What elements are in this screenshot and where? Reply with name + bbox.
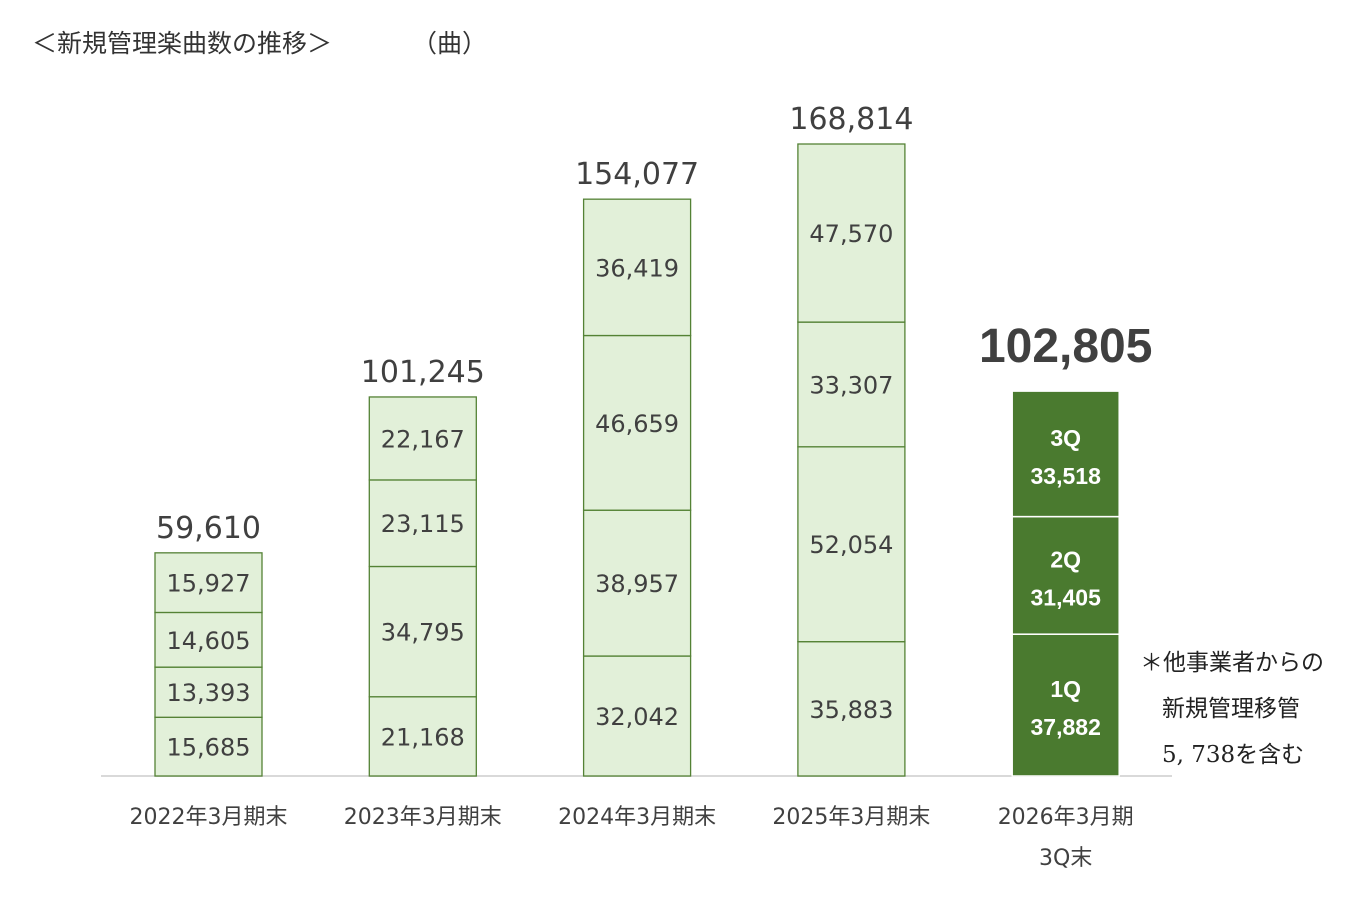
x-tick-label: 3Q末: [1039, 846, 1092, 871]
bar-total-label: 154,077: [575, 157, 699, 192]
bar-total-label: 168,814: [789, 102, 913, 137]
segment-value-label: 14,605: [167, 627, 251, 655]
segment-value-label: 33,518: [1031, 463, 1102, 489]
page-title: ＜新規管理楽曲数の推移＞: [32, 29, 333, 58]
segment-value-label: 37,882: [1031, 714, 1101, 740]
segment-quarter-label: 3Q: [1050, 425, 1081, 451]
x-tick-label: 2022年3月期末: [130, 805, 288, 830]
segment-value-label: 23,115: [381, 510, 465, 538]
bar-segment: [154, 716, 263, 777]
bar-segment: [582, 198, 692, 337]
bar-total-label: 102,805: [979, 320, 1153, 373]
segment-value-label: 52,054: [809, 531, 893, 559]
bar-segment: [368, 565, 477, 698]
bar-segment: [1011, 390, 1120, 518]
segment-value-label: 36,419: [595, 254, 679, 282]
bar-segment: [582, 655, 692, 777]
bar-segment: [368, 479, 477, 568]
bar-segment: [154, 611, 263, 668]
bar-segment: [582, 334, 692, 511]
segment-value-label: 34,795: [381, 619, 465, 647]
segment-value-label: 15,927: [167, 570, 251, 598]
segment-value-label: 15,685: [167, 734, 251, 762]
unit-label: （曲）: [412, 29, 488, 58]
x-tick-label: 2025年3月期末: [772, 805, 930, 830]
bar-total-label: 101,245: [361, 355, 485, 390]
bar-segment: [797, 446, 906, 643]
segment-quarter-label: 2Q: [1050, 546, 1081, 572]
segment-value-label: 35,883: [809, 696, 893, 724]
x-tick-label: 2026年3月期: [998, 805, 1134, 830]
segment-value-label: 31,405: [1031, 584, 1102, 610]
footnote-line-3: 5, 738を含む: [1162, 742, 1305, 768]
x-tick-label: 2023年3月期末: [344, 805, 502, 830]
segment-value-label: 46,659: [595, 410, 679, 438]
segment-value-label: 47,570: [809, 220, 893, 248]
bar-segment: [368, 396, 477, 481]
segment-value-label: 21,168: [381, 723, 465, 751]
bar-segment: [154, 666, 263, 718]
segment-quarter-label: 1Q: [1050, 676, 1081, 702]
footnote: ＊他事業者からの 新規管理移管 5, 738を含む: [1140, 640, 1324, 778]
bar-segment: [368, 696, 477, 777]
footnote-line-1: ＊他事業者からの: [1140, 650, 1324, 676]
segment-value-label: 32,042: [595, 703, 679, 731]
bar-segment: [154, 552, 263, 614]
segment-value-label: 13,393: [167, 679, 251, 707]
bar-segment: [797, 641, 906, 777]
footnote-line-2: 新規管理移管: [1162, 696, 1300, 722]
bar-total-label: 59,610: [156, 511, 261, 546]
segment-value-label: 33,307: [809, 371, 893, 399]
bar-segment: [1011, 633, 1120, 777]
bar-segment: [582, 509, 692, 657]
bar-segment: [1011, 515, 1120, 635]
bar-segment: [797, 143, 906, 323]
segment-value-label: 22,167: [381, 425, 465, 453]
segment-value-label: 38,957: [595, 570, 679, 598]
x-tick-label: 2024年3月期末: [558, 805, 716, 830]
